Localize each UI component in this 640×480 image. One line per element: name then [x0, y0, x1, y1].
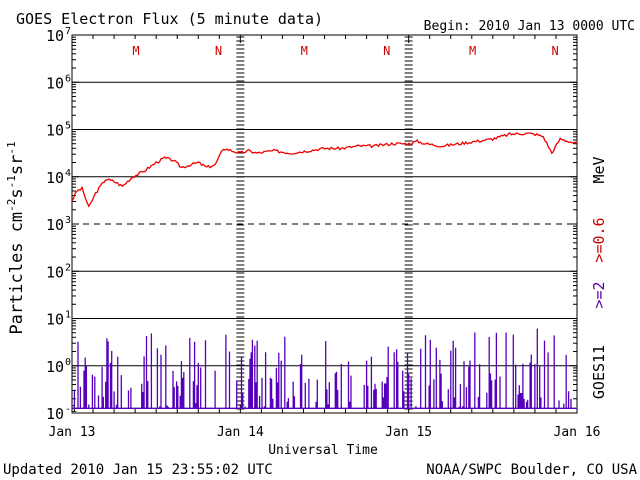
y-axis-label: Particles cm-2s-1sr-1 [5, 141, 27, 334]
x-tick-labels: Jan 13 Jan 14 Jan 15 Jan 16 [49, 425, 601, 440]
y-tick-label: 10 [46, 169, 64, 187]
y-tick-label: 10 [46, 311, 64, 329]
y-tick-label: 10 [46, 122, 64, 140]
y-axis-label-exponent: -1 [5, 175, 18, 188]
y-tick-exponent: -1 [65, 404, 77, 415]
x-tick-label: Jan 16 [554, 425, 601, 440]
footer-source: NOAA/SWPC Boulder, CO USA [426, 462, 637, 478]
y-tick-exponent: 6 [65, 73, 71, 84]
y-tick-exponent: 1 [65, 310, 71, 321]
y-tick-label: 10 [46, 405, 64, 423]
mn-marker-label: N [383, 44, 390, 58]
y-axis-label-part: sr [7, 155, 27, 175]
mn-marker-label: M [301, 44, 308, 58]
y-tick-label: 10 [46, 74, 64, 92]
x-axis-label: Universal Time [268, 443, 378, 458]
y-tick-exponent: 0 [65, 357, 71, 368]
series-line-ge2mev [72, 328, 577, 409]
right-labels: MeV >=0.6 >=2 GOES11 [590, 156, 608, 399]
y-tick-exponent: 7 [65, 26, 71, 37]
y-axis-label-part: s [7, 188, 27, 198]
right-label: MeV [590, 156, 608, 183]
y-tick-exponent: 3 [65, 215, 71, 226]
y-tick-label: 10 [46, 358, 64, 376]
y-axis-label-exponent: -1 [5, 141, 18, 154]
mn-marker-label: M [469, 44, 476, 58]
mn-marker-label: N [551, 44, 558, 58]
footer-updated: Updated 2010 Jan 15 23:55:02 UTC [3, 462, 273, 478]
x-tick-label: Jan 15 [385, 425, 432, 440]
data-series [71, 132, 578, 409]
y-axis-label-exponent: -2 [5, 199, 18, 212]
mn-marker-label: N [215, 44, 222, 58]
y-tick-label: 10 [46, 216, 64, 234]
y-tick-exponent: 4 [65, 168, 71, 179]
right-label: >=0.6 [590, 217, 608, 262]
series-line-ge06mev [71, 132, 578, 208]
y-axis-label-part: Particles cm [7, 212, 27, 335]
y-tick-exponent: 5 [65, 121, 71, 132]
day-boundary-ticks [71, 35, 578, 413]
y-tick-exponent: 2 [65, 262, 71, 273]
mn-marker-label: M [132, 44, 139, 58]
y-tick-label: 10 [46, 263, 64, 281]
begin-date: Begin: 2010 Jan 13 0000 UTC [424, 19, 635, 34]
y-tick-label: 10 [46, 27, 64, 45]
right-label: >=2 [590, 281, 608, 308]
x-tick-label: Jan 13 [49, 425, 96, 440]
gridlines [72, 34, 577, 414]
right-label: GOES11 [590, 345, 608, 399]
x-tick-label: Jan 14 [217, 425, 264, 440]
chart-title: GOES Electron Flux (5 minute data) [16, 10, 323, 28]
